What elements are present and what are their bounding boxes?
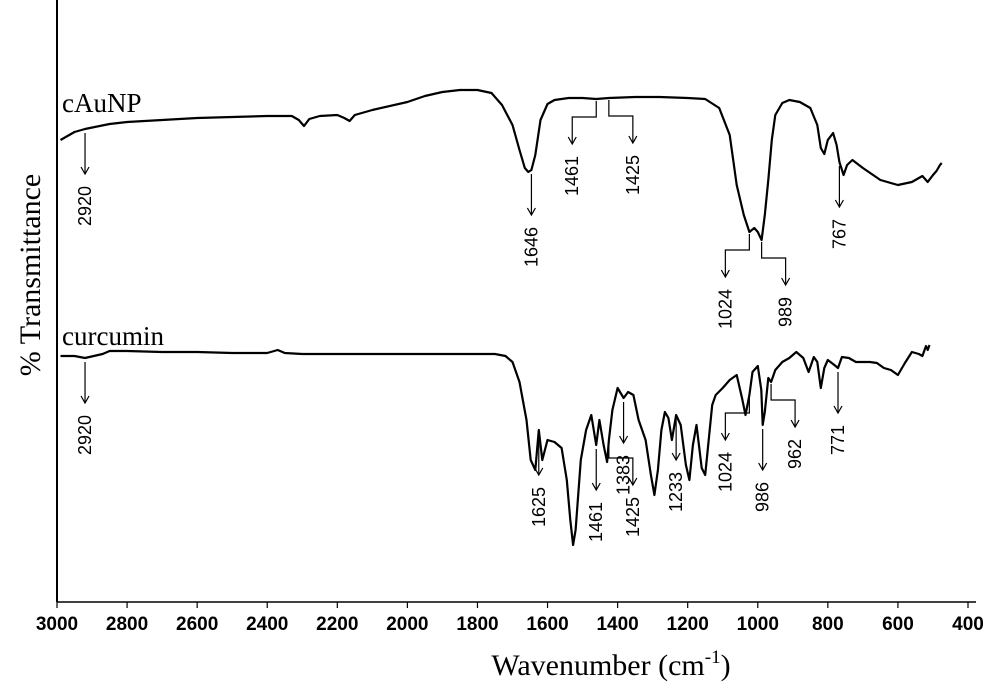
annotation-bracket (761, 242, 787, 285)
annotation-arrowhead (671, 452, 681, 462)
annotation-arrowhead (80, 395, 90, 405)
annotation-label: 962 (785, 439, 805, 469)
annotation-bracket (724, 234, 750, 277)
x-tick-label: 400 (952, 614, 984, 635)
x-tick-label: 2200 (316, 614, 358, 635)
annotation-arrowhead (790, 419, 800, 429)
x-tick-label: 2000 (386, 614, 428, 635)
peak-annotation: 1625 (529, 434, 549, 527)
series-line-cAuNP (59, 88, 943, 242)
annotation-label: 1461 (562, 156, 582, 196)
peak-annotation: 1383 (614, 402, 634, 495)
peak-annotation: 771 (828, 372, 848, 455)
x-tick-label: 800 (812, 614, 844, 635)
annotation-bracket (571, 101, 597, 144)
peak-annotation: 1461 (586, 449, 606, 542)
annotation-arrowhead (591, 482, 601, 492)
y-axis-label: % Transmittance (14, 174, 47, 377)
peak-annotation: 1461 (562, 101, 597, 196)
x-tick-label: 1400 (596, 614, 638, 635)
annotations: 2920 1646 1461 1425 1024 989 767 2920 1625 1461 14… (75, 100, 849, 542)
annotation-label: 1425 (623, 497, 643, 537)
annotation-arrowhead (833, 405, 843, 415)
peak-annotation: 989 (761, 242, 796, 327)
annotation-bracket (608, 100, 634, 143)
peak-annotation: 767 (829, 166, 849, 249)
peak-annotation: 2920 (75, 362, 95, 455)
annotation-label: 1233 (666, 472, 686, 512)
axes (56, 0, 976, 603)
series-label-cAuNP: cAuNP (62, 88, 142, 118)
annotation-label: 2920 (75, 415, 95, 455)
x-tick-label: 2800 (106, 614, 148, 635)
x-axis-label-main: Wavenumber (cm (491, 649, 704, 682)
annotation-arrowhead (720, 432, 730, 442)
annotation-label: 767 (829, 219, 849, 249)
annotation-arrowhead (628, 135, 638, 145)
annotation-bracket (724, 397, 750, 440)
annotation-label: 771 (828, 425, 848, 455)
annotation-bracket (770, 384, 796, 427)
annotation-label: 1425 (623, 155, 643, 195)
x-tick-label: 600 (882, 614, 914, 635)
peak-annotation: 1425 (608, 442, 643, 537)
series-line-curcumin (60, 344, 931, 547)
annotation-arrowhead (534, 467, 544, 477)
x-tick-label: 1600 (526, 614, 568, 635)
annotation-label: 1461 (586, 502, 606, 542)
annotation-arrowhead (720, 269, 730, 279)
annotation-label: 989 (776, 297, 796, 327)
annotation-arrowhead (834, 199, 844, 209)
x-ticks: 3000 2800 2600 2400 2200 2000 1800 1600 1400 1200… (36, 602, 984, 635)
x-tick-label: 3000 (36, 614, 78, 635)
annotation-arrowhead (781, 277, 791, 287)
x-axis-label-sup: -1 (705, 647, 721, 668)
peak-annotation: 1024 (715, 234, 750, 329)
peak-annotation: 1233 (666, 419, 686, 512)
annotation-label: 1625 (529, 487, 549, 527)
peak-annotation: 2920 (75, 133, 95, 226)
x-tick-label: 2400 (246, 614, 288, 635)
annotation-bracket (608, 442, 634, 485)
x-tick-label: 1200 (667, 614, 709, 635)
annotation-label: 2920 (75, 186, 95, 226)
annotation-arrowhead (619, 435, 629, 445)
x-tick-label: 1800 (456, 614, 498, 635)
annotation-arrowhead (526, 207, 536, 217)
peak-annotation: 1024 (715, 397, 750, 492)
annotation-arrowhead (628, 477, 638, 487)
annotation-arrowhead (567, 136, 577, 146)
annotation-arrowhead (758, 462, 768, 472)
x-axis-label-close: ) (721, 649, 731, 682)
annotation-label: 1646 (521, 227, 541, 267)
peak-annotation: 1425 (608, 100, 643, 195)
x-tick-label: 2600 (176, 614, 218, 635)
annotation-arrowhead (80, 166, 90, 176)
x-tick-label: 1000 (737, 614, 779, 635)
peak-annotation: 1646 (521, 174, 541, 267)
peak-annotation: 986 (753, 429, 773, 512)
series-label-curcumin: curcumin (62, 321, 164, 351)
annotation-label: 1024 (715, 289, 735, 329)
annotation-label: 1383 (614, 455, 634, 495)
annotation-label: 986 (753, 482, 773, 512)
peak-annotation: 962 (770, 384, 805, 469)
annotation-label: 1024 (715, 452, 735, 492)
series-group (59, 88, 943, 547)
x-axis-label: Wavenumber (cm-1) (491, 647, 730, 682)
